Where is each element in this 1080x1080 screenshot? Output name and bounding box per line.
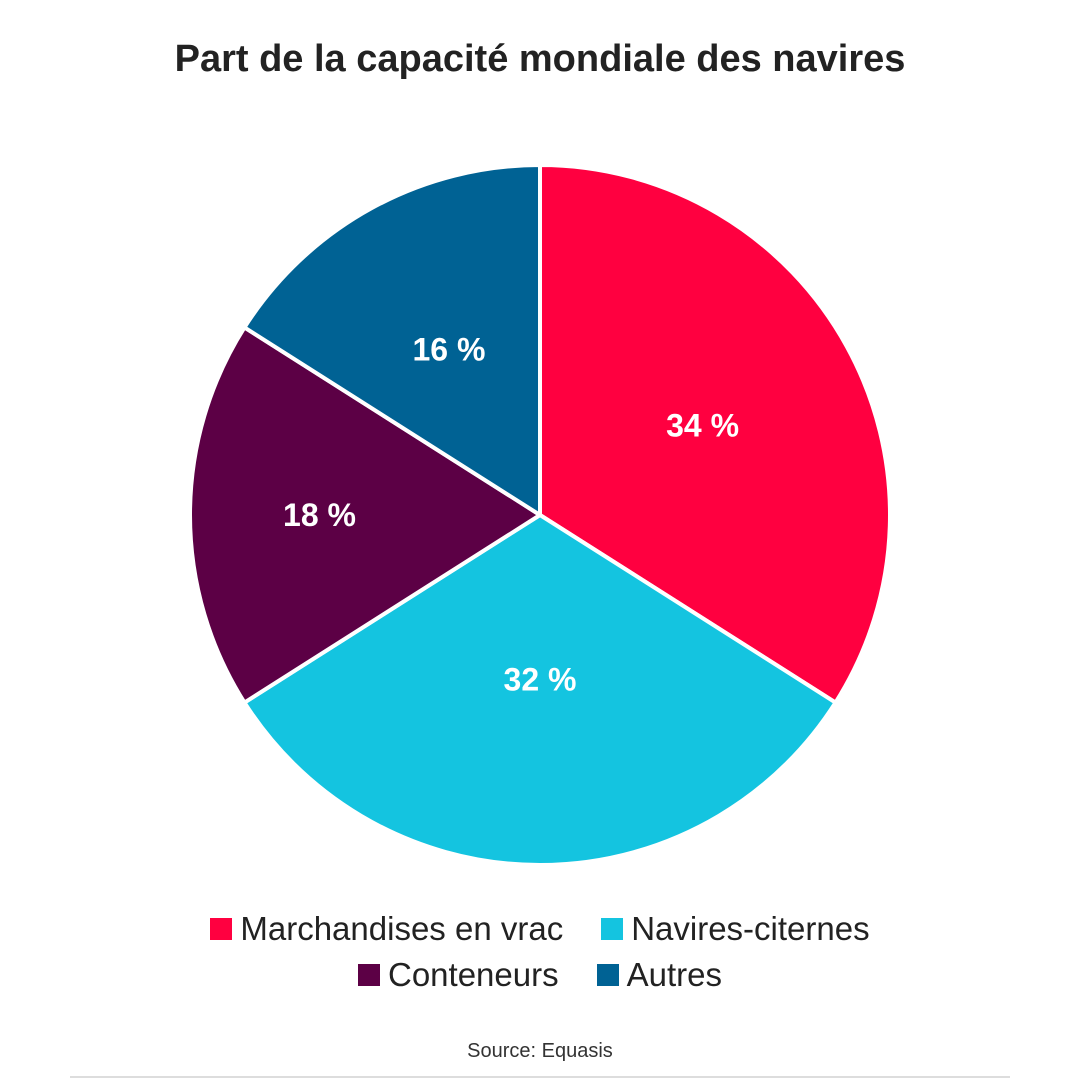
slice-label-navires-citernes: 32 % bbox=[504, 662, 577, 698]
legend-item-autres[interactable]: Autres bbox=[596, 954, 722, 996]
legend-label: Navires-citernes bbox=[631, 910, 870, 947]
source-note: Source: Equasis bbox=[467, 1040, 613, 1062]
pie-slice-conteneurs[interactable] bbox=[188, 325, 542, 705]
pie-slice-autres[interactable] bbox=[242, 163, 542, 517]
pie-slice-labels: 34 % 32 % 18 % 16 % bbox=[283, 331, 739, 697]
legend-item-navires-citernes[interactable]: Navires-citernes bbox=[601, 908, 870, 950]
chart-title: Part de la capacité mondiale des navires bbox=[174, 38, 906, 80]
slice-label-conteneurs: 18 % bbox=[283, 497, 356, 533]
pie-slices bbox=[188, 163, 892, 867]
slice-label-autres: 16 % bbox=[412, 331, 485, 367]
legend-item-marchandises-en-vrac[interactable]: Marchandises en vrac bbox=[210, 908, 563, 950]
legend-label: Conteneurs bbox=[388, 956, 559, 993]
legend-swatch bbox=[358, 964, 380, 986]
legend-swatch bbox=[596, 964, 619, 986]
legend-item-conteneurs[interactable]: Conteneurs bbox=[358, 954, 559, 996]
slice-label-marchandises-en-vrac: 34 % bbox=[666, 408, 739, 444]
bottom-divider bbox=[70, 1076, 1010, 1078]
legend-row-1: Marchandises en vrac Navires-citernes bbox=[0, 908, 1080, 950]
legend-swatch bbox=[601, 918, 624, 940]
legend-row-2: Conteneurs Autres bbox=[0, 954, 1080, 996]
chart-legend: Marchandises en vrac Navires-citernes Co… bbox=[0, 908, 1080, 996]
pie-slice-navires-citernes[interactable] bbox=[242, 513, 838, 867]
legend-label: Autres bbox=[626, 956, 722, 993]
pie-slice-marchandises-en-vrac[interactable] bbox=[538, 163, 892, 705]
legend-label: Marchandises en vrac bbox=[240, 910, 564, 947]
legend-swatch bbox=[210, 918, 233, 940]
